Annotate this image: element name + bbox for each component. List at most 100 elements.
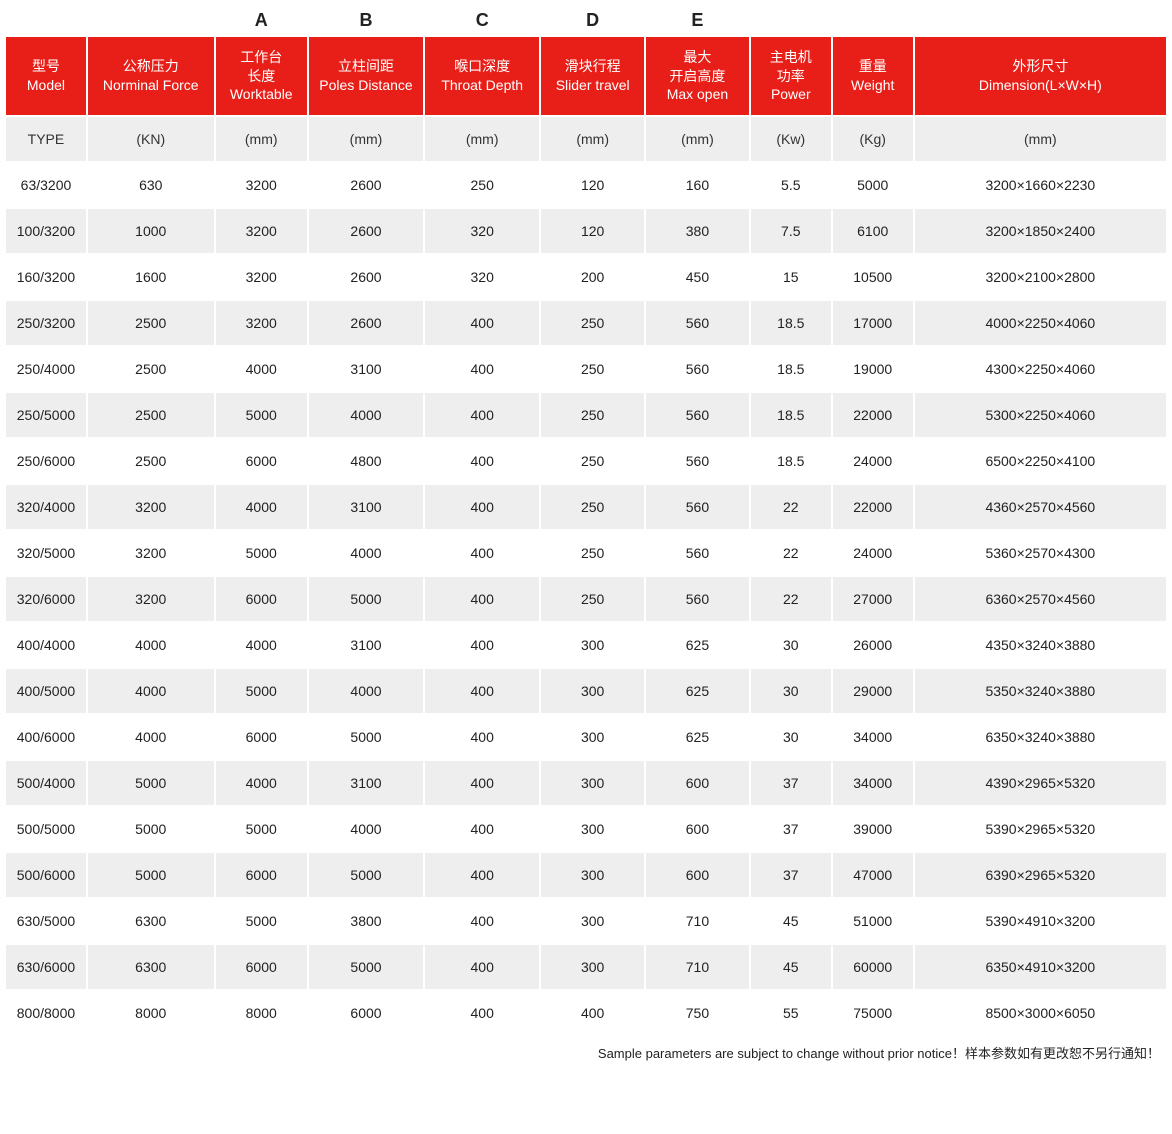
cell-power: 22 <box>751 485 831 529</box>
cell-worktable: 5000 <box>216 899 307 943</box>
header-cn: 型号 <box>10 57 82 76</box>
cell-model: 630/5000 <box>6 899 86 943</box>
cell-throat-depth: 320 <box>425 255 539 299</box>
cell-weight: 34000 <box>833 715 913 759</box>
cell-model: 400/5000 <box>6 669 86 713</box>
cell-max-open: 600 <box>646 853 749 897</box>
letter-row: ABCDE <box>6 6 1166 35</box>
cell-norminal-force: 3200 <box>88 577 214 621</box>
cell-norminal-force: 2500 <box>88 393 214 437</box>
cell-slider-travel: 120 <box>541 163 644 207</box>
cell-weight: 29000 <box>833 669 913 713</box>
header-max-open: 最大开启高度Max open <box>646 37 749 115</box>
cell-poles-distance: 3800 <box>309 899 423 943</box>
cell-max-open: 710 <box>646 945 749 989</box>
table-row: 320/600032006000500040025056022270006360… <box>6 577 1166 621</box>
cell-norminal-force: 1600 <box>88 255 214 299</box>
cell-throat-depth: 400 <box>425 623 539 667</box>
header-power: 主电机功率Power <box>751 37 831 115</box>
cell-model: 250/6000 <box>6 439 86 483</box>
unit-model: TYPE <box>6 117 86 161</box>
header-dimension: 外形尺寸Dimension(L×W×H) <box>915 37 1166 115</box>
header-en: Norminal Force <box>92 76 210 95</box>
cell-slider-travel: 300 <box>541 853 644 897</box>
letter-cell: E <box>646 6 749 35</box>
cell-dimension: 4300×2250×4060 <box>915 347 1166 391</box>
table-row: 160/320016003200260032020045015105003200… <box>6 255 1166 299</box>
cell-poles-distance: 4000 <box>309 531 423 575</box>
unit-worktable: (mm) <box>216 117 307 161</box>
header-cn: 滑块行程 <box>545 57 640 76</box>
cell-worktable: 4000 <box>216 761 307 805</box>
cell-poles-distance: 3100 <box>309 485 423 529</box>
cell-power: 7.5 <box>751 209 831 253</box>
cell-slider-travel: 250 <box>541 347 644 391</box>
cell-worktable: 5000 <box>216 393 307 437</box>
unit-max-open: (mm) <box>646 117 749 161</box>
header-worktable: 工作台长度Worktable <box>216 37 307 115</box>
cell-poles-distance: 3100 <box>309 761 423 805</box>
cell-power: 18.5 <box>751 347 831 391</box>
letter-cell <box>6 6 86 35</box>
cell-weight: 47000 <box>833 853 913 897</box>
cell-max-open: 625 <box>646 669 749 713</box>
header-weight: 重量Weight <box>833 37 913 115</box>
table-row: 500/500050005000400040030060037390005390… <box>6 807 1166 851</box>
unit-throat-depth: (mm) <box>425 117 539 161</box>
table-row: 100/32001000320026003201203807.561003200… <box>6 209 1166 253</box>
cell-throat-depth: 400 <box>425 991 539 1035</box>
cell-poles-distance: 2600 <box>309 301 423 345</box>
cell-max-open: 560 <box>646 439 749 483</box>
cell-poles-distance: 2600 <box>309 163 423 207</box>
unit-slider-travel: (mm) <box>541 117 644 161</box>
header-slider-travel: 滑块行程Slider travel <box>541 37 644 115</box>
cell-weight: 39000 <box>833 807 913 851</box>
unit-poles-distance: (mm) <box>309 117 423 161</box>
cell-model: 250/3200 <box>6 301 86 345</box>
cell-model: 320/4000 <box>6 485 86 529</box>
cell-max-open: 625 <box>646 623 749 667</box>
cell-throat-depth: 400 <box>425 347 539 391</box>
cell-norminal-force: 1000 <box>88 209 214 253</box>
cell-worktable: 6000 <box>216 439 307 483</box>
cell-model: 160/3200 <box>6 255 86 299</box>
table-row: 400/400040004000310040030062530260004350… <box>6 623 1166 667</box>
cell-slider-travel: 250 <box>541 485 644 529</box>
cell-dimension: 3200×1850×2400 <box>915 209 1166 253</box>
cell-throat-depth: 400 <box>425 393 539 437</box>
cell-worktable: 3200 <box>216 301 307 345</box>
cell-dimension: 5360×2570×4300 <box>915 531 1166 575</box>
table-row: 400/600040006000500040030062530340006350… <box>6 715 1166 759</box>
spec-table: ABCDE型号Model公称压力Norminal Force工作台长度Workt… <box>4 4 1168 1037</box>
cell-max-open: 600 <box>646 807 749 851</box>
cell-slider-travel: 120 <box>541 209 644 253</box>
cell-throat-depth: 250 <box>425 163 539 207</box>
cell-worktable: 3200 <box>216 255 307 299</box>
header-en: Slider travel <box>545 76 640 95</box>
cell-norminal-force: 2500 <box>88 439 214 483</box>
cell-model: 250/5000 <box>6 393 86 437</box>
cell-throat-depth: 400 <box>425 439 539 483</box>
cell-norminal-force: 4000 <box>88 623 214 667</box>
cell-norminal-force: 6300 <box>88 899 214 943</box>
cell-dimension: 8500×3000×6050 <box>915 991 1166 1035</box>
cell-max-open: 160 <box>646 163 749 207</box>
header-cn: 重量 <box>837 57 909 76</box>
cell-max-open: 560 <box>646 577 749 621</box>
unit-row: TYPE(KN)(mm)(mm)(mm)(mm)(mm)(Kw)(Kg)(mm) <box>6 117 1166 161</box>
header-en: Model <box>10 76 82 95</box>
cell-power: 22 <box>751 577 831 621</box>
cell-max-open: 600 <box>646 761 749 805</box>
letter-cell: B <box>309 6 423 35</box>
header-model: 型号Model <box>6 37 86 115</box>
cell-dimension: 4000×2250×4060 <box>915 301 1166 345</box>
cell-throat-depth: 400 <box>425 301 539 345</box>
table-row: 320/400032004000310040025056022220004360… <box>6 485 1166 529</box>
table-row: 800/800080008000600040040075055750008500… <box>6 991 1166 1035</box>
cell-throat-depth: 400 <box>425 577 539 621</box>
cell-worktable: 6000 <box>216 715 307 759</box>
cell-dimension: 3200×1660×2230 <box>915 163 1166 207</box>
header-cn: 喉口深度 <box>429 57 535 76</box>
cell-weight: 24000 <box>833 439 913 483</box>
cell-power: 18.5 <box>751 393 831 437</box>
